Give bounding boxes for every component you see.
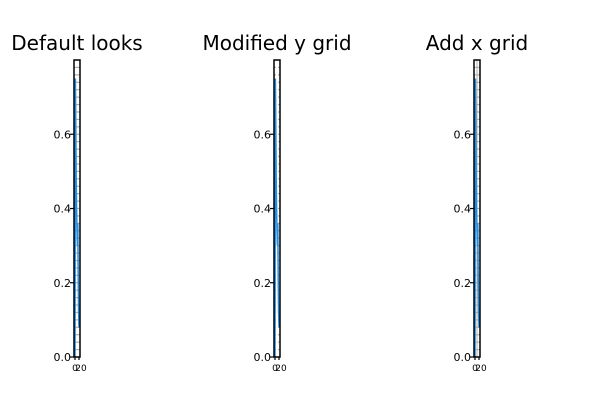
y-tick-label: 0.6 <box>54 128 72 141</box>
y-tick-label: 0.4 <box>454 203 472 216</box>
x-tick-label: 20 <box>75 364 87 374</box>
y-tick-label: 0.0 <box>454 351 472 364</box>
y-tick-label: 0.6 <box>254 128 272 141</box>
y-tick-label: 0.0 <box>54 351 72 364</box>
chart-title: Modified y grid <box>202 31 351 55</box>
chart-title: Default looks <box>11 31 142 55</box>
y-tick-label: 0.0 <box>254 351 272 364</box>
y-tick-label: 0.2 <box>254 277 272 290</box>
y-tick-label: 0.2 <box>454 277 472 290</box>
x-tick-label: 20 <box>475 364 487 374</box>
chart-title: Add x grid <box>426 31 528 55</box>
series-line <box>474 78 480 358</box>
y-tick-label: 0.2 <box>54 277 72 290</box>
y-tick-label: 0.4 <box>254 203 272 216</box>
x-tick-label: 0 <box>72 364 78 374</box>
y-tick-label: 0.4 <box>54 203 72 216</box>
chart-panel-3: Add x grid 0.0 0.2 0.4 0.6 020 <box>426 31 528 374</box>
series-line <box>274 78 280 358</box>
y-tick-label: 0.6 <box>454 128 472 141</box>
series-line <box>74 78 80 358</box>
x-tick-label: 0 <box>272 364 278 374</box>
chart-panel-1: Default looks 0.0 0.2 0.4 0.6 020 <box>11 31 142 374</box>
x-tick-label: 0 <box>472 364 478 374</box>
chart-panel-2: Modified y grid 0.0 0.2 0.4 0.6 020 <box>202 31 351 374</box>
x-tick-label: 20 <box>275 364 287 374</box>
